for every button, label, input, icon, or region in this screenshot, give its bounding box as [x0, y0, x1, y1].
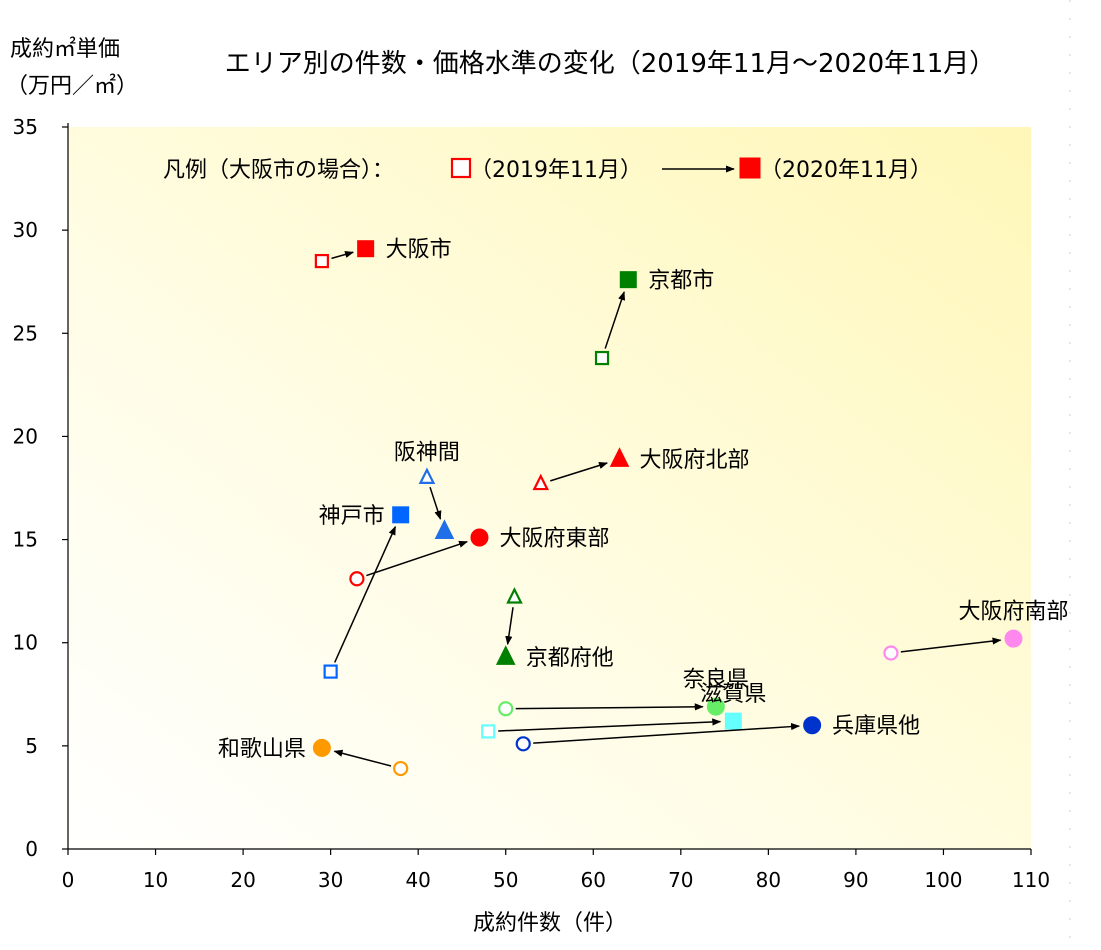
point-2019 — [418, 467, 436, 484]
y-tick-label: 30 — [13, 218, 38, 242]
y-tick-label: 0 — [25, 837, 38, 861]
x-axis-label: 成約件数（件） — [473, 911, 627, 936]
change-arrow — [334, 525, 397, 663]
legend-from-marker — [450, 157, 472, 179]
x-tick-label: 100 — [924, 868, 962, 892]
series-和歌山県: 和歌山県 — [218, 737, 409, 777]
change-arrow — [515, 703, 704, 711]
legend-to-marker — [739, 157, 761, 179]
x-tick-label: 0 — [62, 868, 75, 892]
point-2020 — [312, 738, 331, 757]
point-label: 和歌山県 — [218, 737, 306, 762]
plot-area — [68, 127, 1031, 849]
y-tick-label: 5 — [25, 734, 38, 758]
point-2020 — [803, 716, 822, 735]
legend-prefix: 凡例（大阪市の場合）： — [163, 158, 394, 183]
series-京都府他: 京都府他 — [495, 587, 614, 671]
y-tick-label: 25 — [13, 321, 38, 345]
point-label: 京都市 — [648, 269, 714, 294]
point-label: 阪神間 — [394, 441, 460, 466]
y-axis-label-line2: （万円／㎡） — [6, 73, 138, 99]
x-tick-label: 40 — [405, 868, 430, 892]
point-label: 神戸市 — [319, 504, 385, 529]
x-tick-label: 70 — [668, 868, 693, 892]
point-2020 — [706, 697, 725, 716]
change-arrow — [604, 291, 626, 349]
series-京都市: 京都市 — [594, 269, 714, 366]
x-tick-label: 50 — [493, 868, 518, 892]
series-神戸市: 神戸市 — [319, 504, 410, 679]
y-tick-label: 10 — [13, 631, 38, 655]
change-arrow — [533, 722, 801, 744]
point-2019 — [883, 645, 899, 661]
x-tick-label: 60 — [581, 868, 606, 892]
point-label: 奈良県 — [683, 668, 749, 693]
point-label: 大阪府北部 — [640, 448, 750, 473]
series-滋賀県: 滋賀県 — [481, 682, 766, 739]
legend-to-label: （2020年11月） — [760, 158, 932, 183]
series-大阪府東部: 大阪府東部 — [349, 527, 609, 587]
x-tick-label: 90 — [843, 868, 868, 892]
point-label: 大阪府南部 — [958, 600, 1068, 625]
point-2019 — [349, 571, 365, 587]
y-tick-label: 15 — [13, 528, 38, 552]
point-2020 — [619, 271, 637, 289]
point-2020 — [434, 519, 455, 540]
change-arrow — [505, 607, 514, 646]
x-tick-label: 80 — [756, 868, 781, 892]
series-大阪府南部: 大阪府南部 — [883, 600, 1068, 661]
series-奈良県: 奈良県 — [498, 668, 749, 717]
change-arrow — [900, 637, 1002, 653]
point-label: 大阪府東部 — [499, 527, 609, 552]
legend-from-label: （2019年11月） — [470, 158, 642, 183]
change-arrow — [498, 718, 722, 732]
point-2019 — [515, 736, 531, 752]
y-tick-label: 20 — [13, 424, 38, 448]
series-大阪府北部: 大阪府北部 — [532, 447, 750, 491]
x-tick-label: 110 — [1012, 868, 1050, 892]
point-2020 — [1004, 629, 1023, 648]
x-tick-label: 20 — [230, 868, 255, 892]
change-arrow — [550, 462, 608, 482]
point-label: 京都府他 — [526, 646, 614, 671]
axes: 0 10 20 30 40 50 60 70 80 90 100 110 0 5 10 15 20 25 30 35 — [13, 115, 1051, 892]
series-大阪市: 大阪市 — [314, 238, 452, 269]
y-axis-label-line1: 成約㎡単価 — [10, 36, 120, 62]
change-arrow — [331, 250, 355, 260]
legend: 凡例（大阪市の場合）： （2019年11月） （2020年11月） — [163, 157, 932, 183]
series-阪神間: 阪神間 — [394, 441, 460, 540]
change-arrow — [366, 540, 468, 577]
point-2020 — [357, 240, 375, 258]
point-2019 — [498, 701, 514, 717]
point-2020 — [470, 528, 489, 547]
point-label: 兵庫県他 — [832, 714, 920, 739]
point-2019 — [506, 587, 523, 604]
point-2019 — [532, 473, 550, 491]
change-arrow — [333, 749, 392, 767]
point-2019 — [323, 664, 338, 679]
point-2019 — [314, 253, 329, 269]
point-2020 — [495, 645, 516, 665]
x-tick-label: 30 — [318, 868, 343, 892]
y-tick-label: 35 — [13, 115, 38, 139]
point-label: 滋賀県 — [700, 682, 766, 707]
chart-title: エリア別の件数・価格水準の変化（2019年11月～2020年11月） — [225, 49, 996, 79]
point-2020 — [724, 712, 742, 730]
change-arrow — [429, 486, 442, 520]
point-2020 — [392, 506, 410, 524]
point-2020 — [609, 447, 630, 467]
series-兵庫県他: 兵庫県他 — [515, 714, 920, 752]
point-2019 — [594, 350, 610, 366]
point-label: 大阪市 — [386, 238, 452, 263]
point-2019 — [481, 724, 496, 739]
point-2019 — [393, 760, 409, 777]
x-tick-label: 10 — [143, 868, 168, 892]
